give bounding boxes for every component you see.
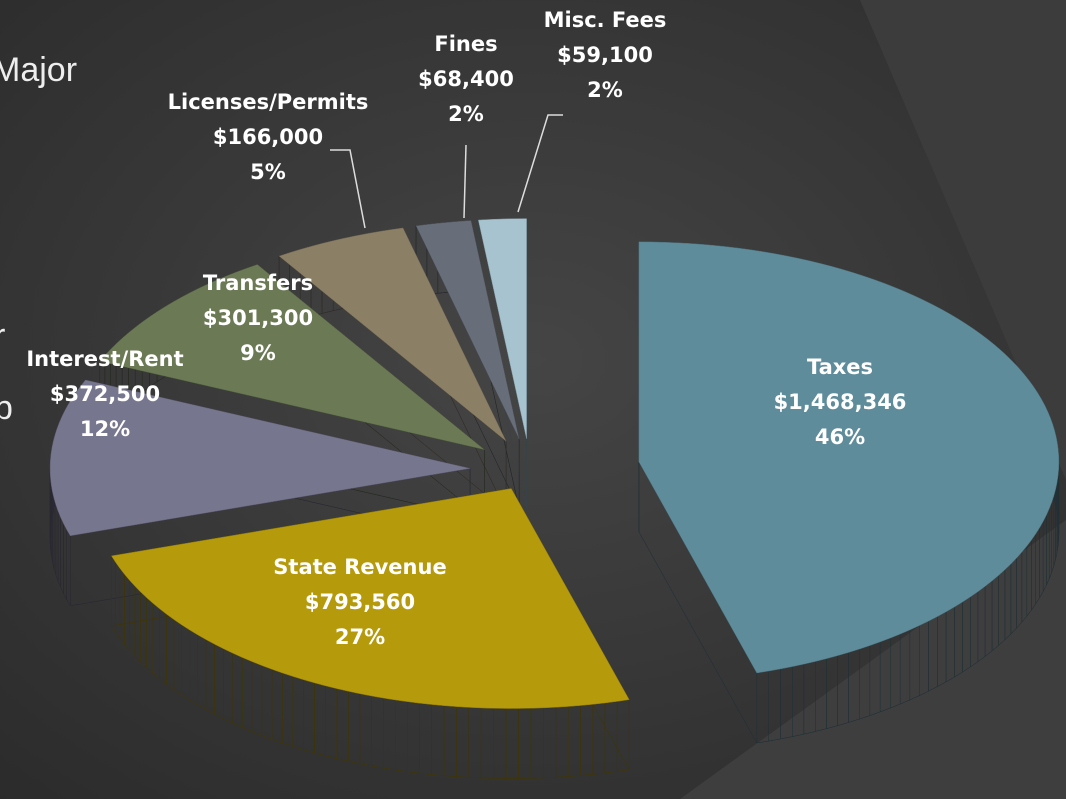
leader-line [463,144,467,219]
leader-line [330,149,366,229]
slice-label: Fines [434,32,497,56]
value-label: $372,500 [50,382,160,406]
slice-label: Misc. Fees [544,8,667,32]
percent-label: 46% [815,425,865,449]
value-label: $301,300 [203,306,313,330]
value-label: $166,000 [213,125,323,149]
leader-line [517,114,563,213]
percent-label: 5% [250,160,286,184]
slide-text: r [0,317,5,355]
slice [111,488,630,709]
slice-label: Transfers [203,271,313,295]
slice [415,220,520,440]
percent-label: 2% [587,78,623,102]
labels: Taxes $1,468,346 46% State Revenue $793,560 2… [26,8,906,649]
slice-label: Taxes [807,355,873,379]
slice-label: State Revenue [273,555,446,579]
percent-label: 2% [448,102,484,126]
decor-band [860,0,1066,480]
slice [638,241,1060,674]
slice [49,379,471,537]
slice-label: Interest/Rent [26,347,183,371]
value-label: $59,100 [557,43,653,67]
slide-text: p [0,389,13,427]
percent-label: 27% [335,625,385,649]
slide-text: Major [0,51,77,89]
slice-label: Licenses/Permits [168,90,369,114]
slice [99,264,485,450]
value-label: $68,400 [418,67,514,91]
percent-label: 9% [240,341,276,365]
value-label: $793,560 [305,590,415,614]
pie [49,218,1060,779]
value-label: $1,468,346 [774,390,907,414]
percent-label: 12% [80,417,130,441]
slice [278,227,507,442]
slice [478,218,527,439]
